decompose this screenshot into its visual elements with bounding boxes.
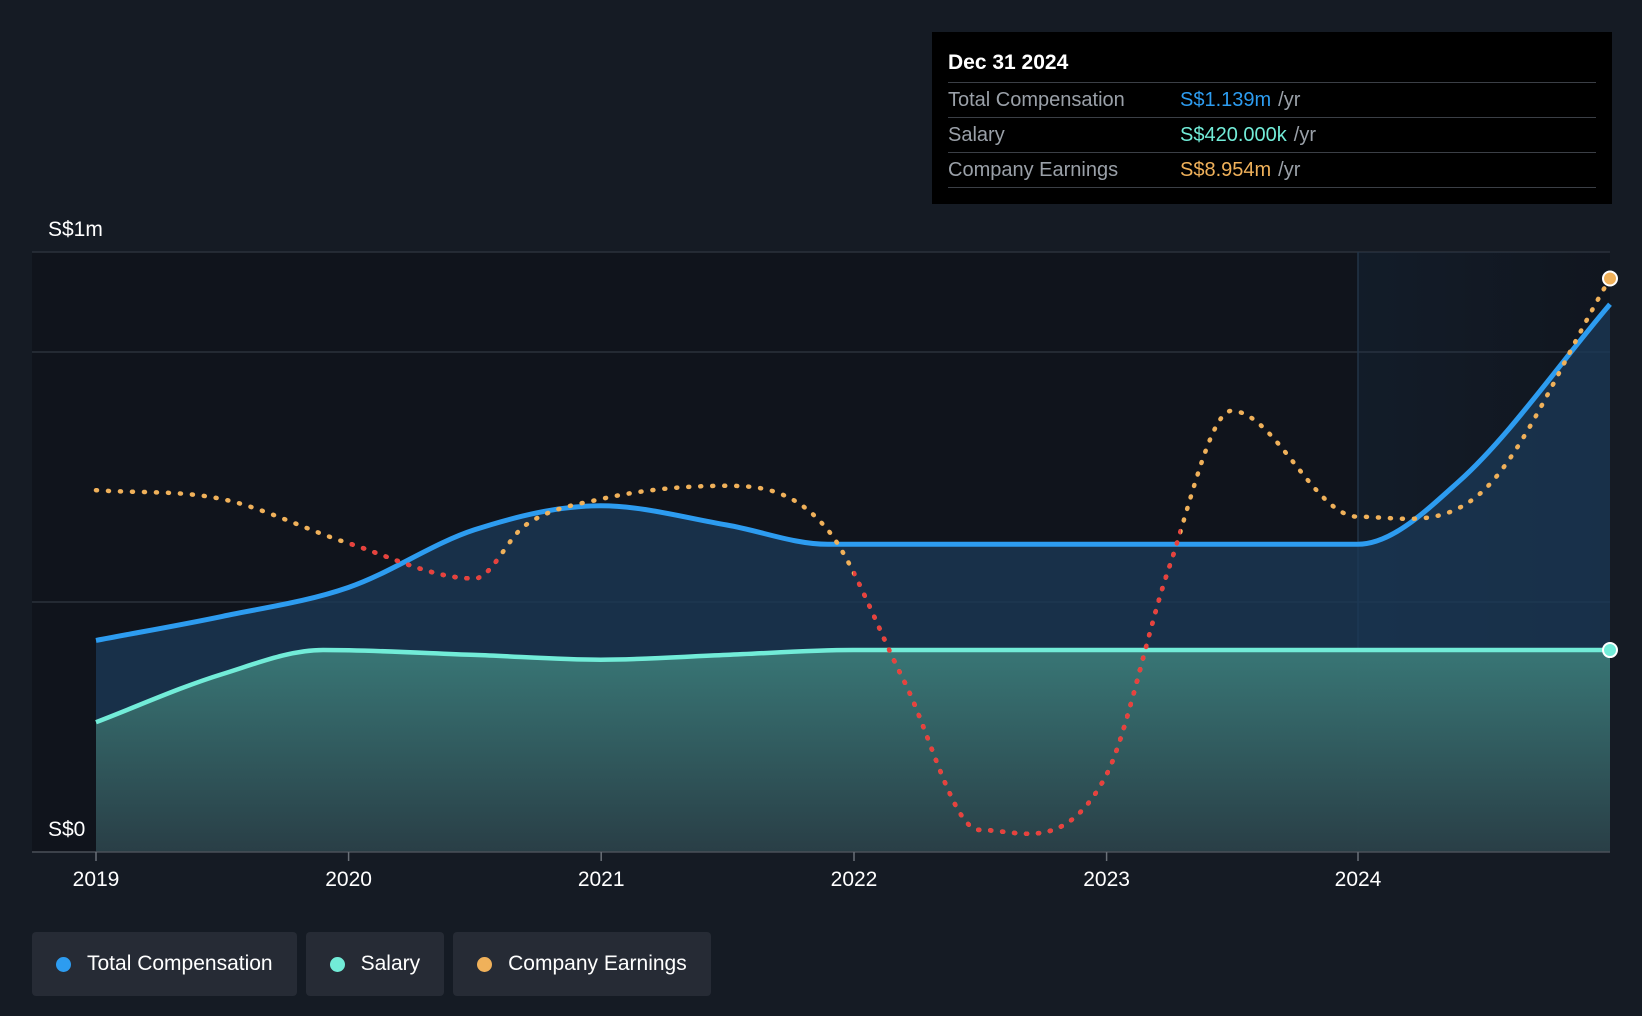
salary-area [96,650,1610,852]
tooltip-row-company-earnings: Company Earnings S$8.954m /yr [948,152,1596,188]
legend-label: Total Compensation [87,952,273,975]
y-tick-label: S$0 [48,818,85,841]
tooltip-row-salary: Salary S$420.000k /yr [948,117,1596,152]
tooltip-unit: /yr [1293,123,1316,146]
salary-line [95,647,1610,725]
legend-label: Salary [360,952,421,975]
x-tick-label: 2019 [73,868,120,891]
tooltip-unit: /yr [1278,158,1301,181]
legend-dot-icon [329,956,345,972]
company-earnings-end-marker[interactable] [1602,270,1618,287]
legend-item-salary[interactable]: Salary [305,932,445,996]
y-tick-label: S$1m [48,218,103,241]
x-tick-label: 2024 [1335,868,1382,891]
total-compensation-line [95,302,1612,643]
salary-end-marker[interactable] [1602,642,1618,659]
tooltip-row-total-compensation: Total Compensation S$1.139m /yr [948,82,1596,117]
tooltip-value: S$8.954m [1180,158,1272,181]
legend: Total Compensation Salary Company Earnin… [32,932,711,996]
tooltip-label: Company Earnings [948,158,1119,181]
x-tick-label: 2021 [578,868,625,891]
x-tick-label: 2023 [1083,868,1130,891]
tooltip-value: S$420.000k [1180,123,1287,146]
tooltip-label: Total Compensation [948,88,1125,111]
tooltip-value: S$1.139m [1180,88,1272,111]
legend-item-total-compensation[interactable]: Total Compensation [32,932,297,996]
legend-label: Company Earnings [508,952,687,975]
x-tick-label: 2020 [325,868,372,891]
x-tick-label: 2022 [831,868,878,891]
tooltip: Dec 31 2024 Total Compensation S$1.139m … [932,32,1612,204]
tooltip-unit: /yr [1278,88,1301,111]
tooltip-date: Dec 31 2024 [948,51,1069,74]
legend-dot-icon [56,956,71,972]
legend-dot-icon [477,956,493,972]
company-earnings-decline-segment [348,540,500,581]
tooltip-label: Salary [948,123,1005,146]
legend-item-company-earnings[interactable]: Company Earnings [453,932,711,996]
